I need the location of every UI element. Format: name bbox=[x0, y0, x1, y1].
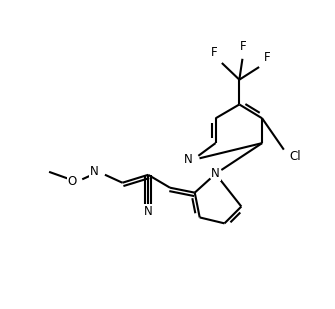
Text: Cl: Cl bbox=[289, 150, 300, 163]
Text: F: F bbox=[211, 46, 217, 59]
Text: N: N bbox=[144, 205, 152, 218]
Text: N: N bbox=[184, 154, 193, 167]
Text: O: O bbox=[68, 175, 77, 188]
Text: N: N bbox=[90, 165, 98, 178]
Text: F: F bbox=[240, 40, 247, 53]
Text: F: F bbox=[264, 51, 271, 64]
Text: N: N bbox=[211, 167, 220, 180]
